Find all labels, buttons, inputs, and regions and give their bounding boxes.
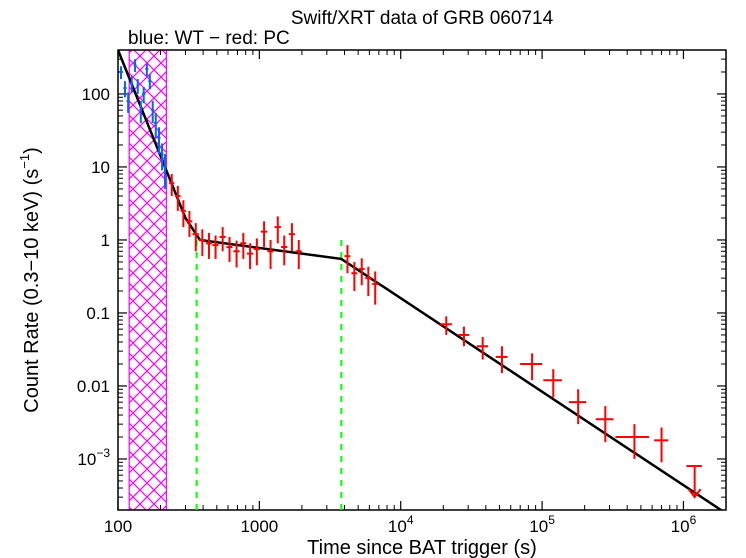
x-tick-label: 105 xyxy=(529,513,555,536)
y-tick-label: 1 xyxy=(101,231,110,250)
y-tick-label: 100 xyxy=(82,85,110,104)
y-axis-label: Count Rate (0.3−10 keV) (s−1) xyxy=(17,147,43,413)
y-tick-label: 0.1 xyxy=(86,304,110,323)
x-axis-label: Time since BAT trigger (s) xyxy=(307,537,537,558)
x-tick-label: 106 xyxy=(671,513,697,536)
chart-svg: 100 1000 104 105 106 10−3 0.01 0.1 1 10 100 Swift/X… xyxy=(0,0,746,558)
chart-title: Swift/XRT data of GRB 060714 xyxy=(291,8,554,29)
x-tick-label: 1000 xyxy=(240,517,278,536)
y-tick-label: 0.01 xyxy=(77,377,110,396)
chart-subtitle: blue: WT − red: PC xyxy=(128,28,290,49)
hatch-region xyxy=(129,50,166,510)
upper-limit-arrow xyxy=(686,466,701,497)
y-tick-label: 10−3 xyxy=(77,446,110,469)
y-tick-label: 10 xyxy=(91,158,110,177)
x-tick-label: 100 xyxy=(104,517,132,536)
pc-series xyxy=(169,174,668,462)
x-tick-label: 104 xyxy=(388,513,414,536)
chart-container: 100 1000 104 105 106 10−3 0.01 0.1 1 10 100 Swift/X… xyxy=(0,0,746,558)
